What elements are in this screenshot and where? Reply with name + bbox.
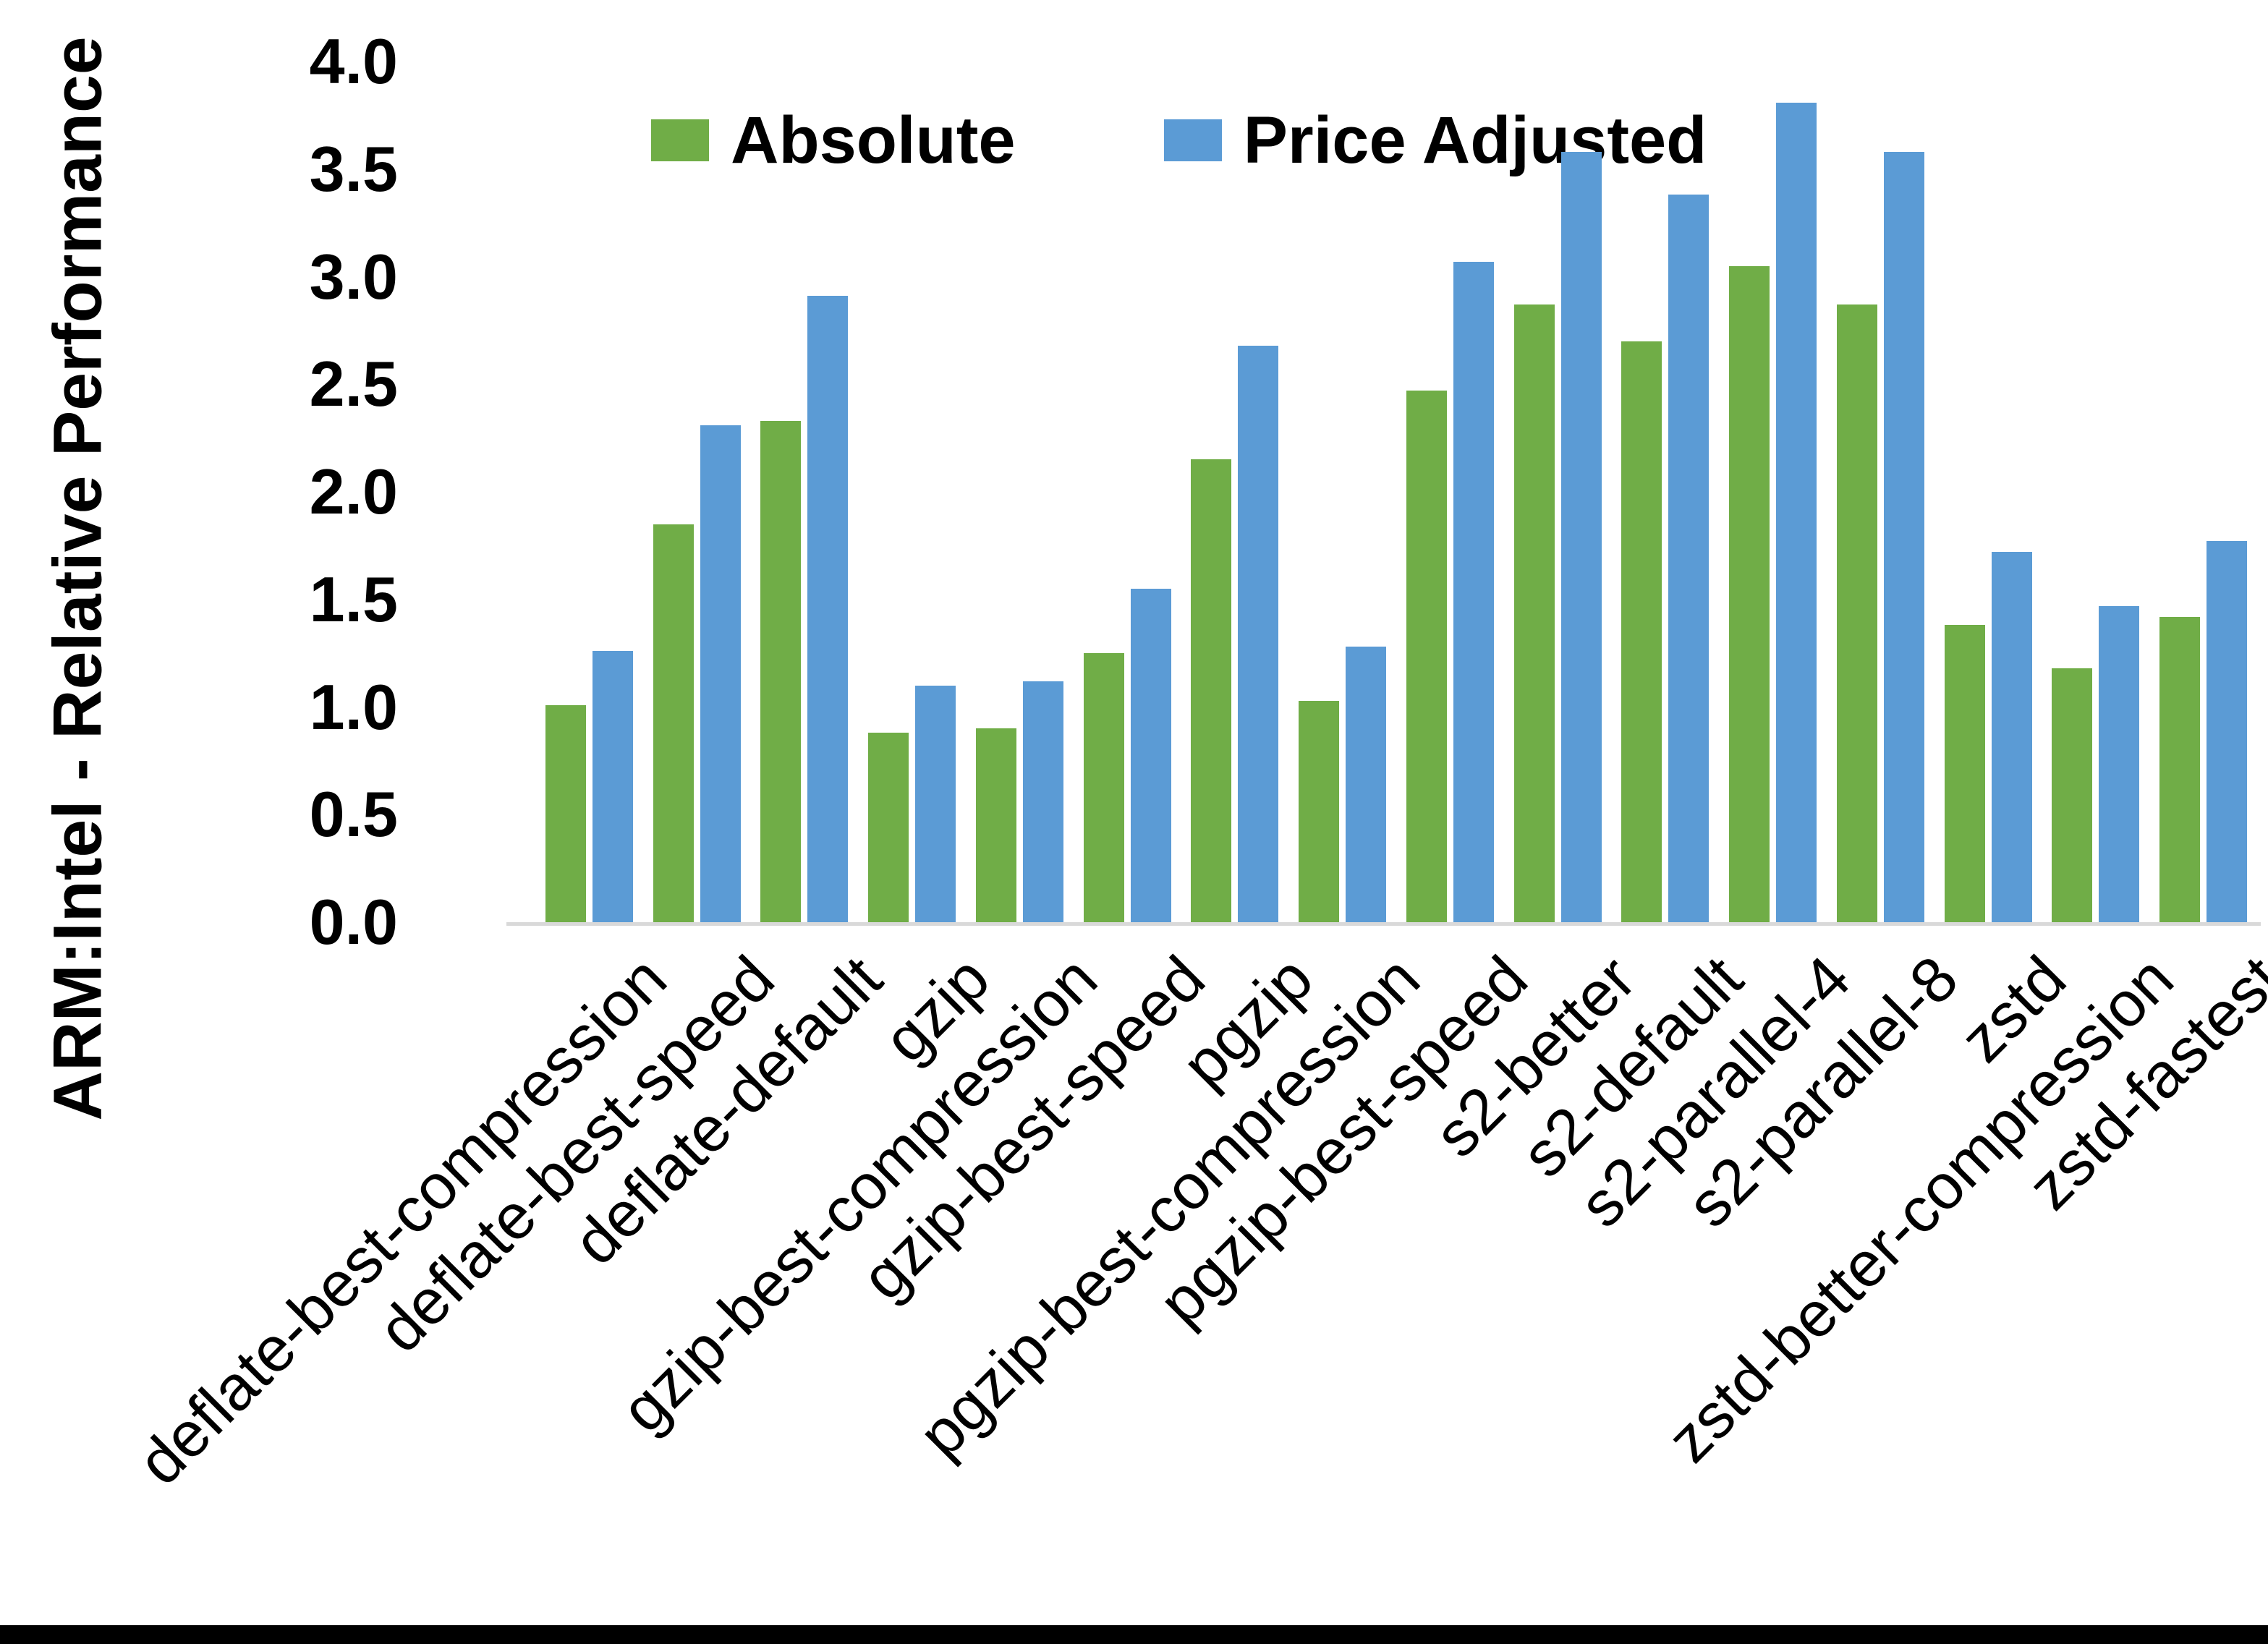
legend-swatch-price-adjusted-icon — [1163, 119, 1222, 161]
y-tick-label-0.5: 0.5 — [309, 778, 398, 851]
x-category-label-gzip: gzip — [870, 942, 1003, 1076]
legend: Absolute Price Adjusted — [651, 107, 1707, 174]
y-tick-label-2.5: 2.5 — [309, 348, 398, 420]
x-category-label-pgzip-best-compression: pgzip-best-compression — [904, 942, 1434, 1471]
bar-absolute-s2-default — [1621, 341, 1662, 922]
x-category-label-gzip-best-speed: gzip-best-speed — [847, 942, 1218, 1313]
x-category-label-s2-better: s2-better — [1420, 942, 1649, 1171]
bar-absolute-zstd-better-compression — [2052, 668, 2093, 922]
legend-swatch-absolute-icon — [651, 119, 709, 161]
bar-absolute-deflate-best-speed — [653, 524, 694, 922]
bar-price-adjusted-deflate-best-speed — [700, 425, 741, 922]
bar-absolute-pgzip-best-speed — [1406, 391, 1447, 922]
bar-price-adjusted-zstd — [1991, 552, 2032, 922]
legend-label-absolute: Absolute — [731, 103, 1016, 177]
x-category-label-zstd-fastest: zstd-fastest — [2013, 942, 2268, 1223]
x-category-label-gzip-best-compression: gzip-best-compression — [607, 942, 1111, 1446]
legend-item-price-adjusted: Price Adjusted — [1163, 103, 1707, 177]
bar-price-adjusted-deflate-best-compression — [592, 651, 633, 922]
y-axis-title: ARM:Intel - Relative Performance — [39, 36, 116, 1121]
bar-absolute-gzip-best-speed — [1083, 653, 1124, 922]
bar-absolute-gzip-best-compression — [975, 728, 1016, 922]
bar-absolute-pgzip — [1191, 459, 1232, 922]
y-tick-label-3.5: 3.5 — [309, 132, 398, 205]
x-category-label-zstd-better-compression: zstd-better-compression — [1653, 942, 2187, 1476]
bar-price-adjusted-pgzip — [1238, 345, 1279, 922]
bar-absolute-s2-better — [1513, 304, 1555, 922]
bar-absolute-pgzip-best-compression — [1299, 700, 1340, 922]
bar-price-adjusted-pgzip-best-speed — [1453, 261, 1494, 922]
x-axis-line — [506, 922, 2261, 926]
bar-absolute-s2-parallel-4 — [1729, 265, 1770, 922]
x-category-label-zstd: zstd — [1945, 942, 2079, 1076]
y-tick-label-4.0: 4.0 — [309, 25, 398, 97]
window-bottom-edge — [0, 1625, 2268, 1644]
legend-label-price-adjusted: Price Adjusted — [1243, 103, 1707, 177]
bar-price-adjusted-gzip-best-speed — [1130, 588, 1171, 922]
y-tick-label-1.0: 1.0 — [309, 670, 398, 743]
y-tick-label-3.0: 3.0 — [309, 240, 398, 312]
bar-absolute-zstd — [1944, 625, 1985, 922]
bar-price-adjusted-gzip — [915, 685, 956, 922]
bar-price-adjusted-s2-parallel-4 — [1776, 102, 1817, 922]
x-category-label-deflate-default: deflate-default — [559, 942, 896, 1279]
legend-item-absolute: Absolute — [651, 107, 1016, 174]
y-tick-label-1.5: 1.5 — [309, 563, 398, 635]
x-category-label-s2-parallel-8: s2-parallel-8 — [1673, 942, 1972, 1241]
x-category-label-pgzip: pgzip — [1167, 942, 1326, 1101]
bar-price-adjusted-zstd-better-compression — [2099, 605, 2140, 922]
bar-absolute-s2-parallel-8 — [1836, 304, 1877, 922]
bar-absolute-deflate-best-compression — [545, 704, 586, 922]
bar-price-adjusted-s2-better — [1560, 151, 1602, 922]
bar-absolute-deflate-default — [760, 420, 802, 922]
bar-absolute-zstd-fastest — [2159, 616, 2201, 922]
x-category-label-s2-default: s2-default — [1508, 942, 1757, 1191]
y-tick-label-0.0: 0.0 — [309, 886, 398, 958]
y-tick-label-2.0: 2.0 — [309, 456, 398, 527]
bar-price-adjusted-gzip-best-compression — [1022, 681, 1063, 922]
bar-price-adjusted-s2-parallel-8 — [1883, 151, 1924, 922]
bar-price-adjusted-deflate-default — [807, 296, 849, 922]
bar-price-adjusted-pgzip-best-compression — [1346, 647, 1387, 922]
bar-absolute-gzip — [868, 733, 909, 922]
bar-price-adjusted-s2-default — [1668, 195, 1710, 922]
bar-price-adjusted-zstd-fastest — [2207, 541, 2248, 922]
x-category-label-s2-parallel-4: s2-parallel-4 — [1565, 942, 1864, 1241]
